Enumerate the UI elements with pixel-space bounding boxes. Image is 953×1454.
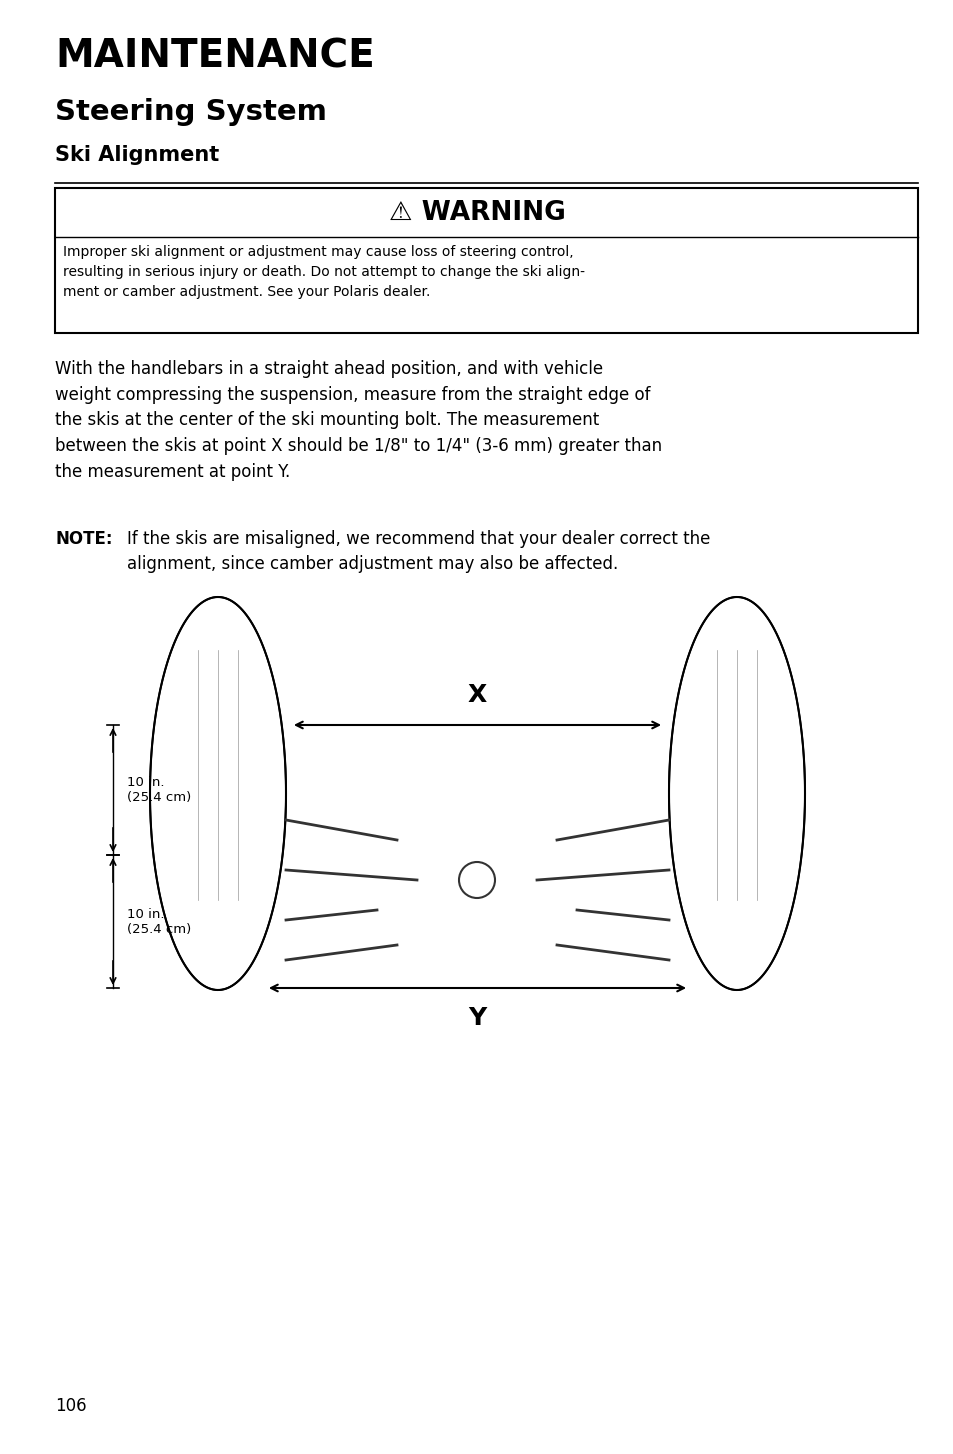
- Text: MAINTENANCE: MAINTENANCE: [55, 38, 375, 76]
- Text: Steering System: Steering System: [55, 97, 327, 126]
- Circle shape: [458, 862, 495, 899]
- Text: Improper ski alignment or adjustment may cause loss of steering control,
resulti: Improper ski alignment or adjustment may…: [63, 246, 585, 300]
- Polygon shape: [150, 598, 286, 990]
- Text: If the skis are misaligned, we recommend that your dealer correct the
alignment,: If the skis are misaligned, we recommend…: [127, 531, 710, 573]
- Text: 10 in.
(25.4 cm): 10 in. (25.4 cm): [127, 907, 191, 935]
- Text: ⚠ WARNING: ⚠ WARNING: [388, 199, 565, 225]
- Polygon shape: [668, 598, 804, 990]
- Text: Y: Y: [468, 1006, 486, 1029]
- Text: X: X: [467, 683, 487, 707]
- Text: 106: 106: [55, 1397, 87, 1415]
- Text: NOTE:: NOTE:: [55, 531, 112, 548]
- Text: With the handlebars in a straight ahead position, and with vehicle
weight compre: With the handlebars in a straight ahead …: [55, 361, 661, 481]
- Bar: [55, 188, 917, 333]
- Text: 10 in.
(25.4 cm): 10 in. (25.4 cm): [127, 776, 191, 804]
- Text: Ski Alignment: Ski Alignment: [55, 145, 219, 164]
